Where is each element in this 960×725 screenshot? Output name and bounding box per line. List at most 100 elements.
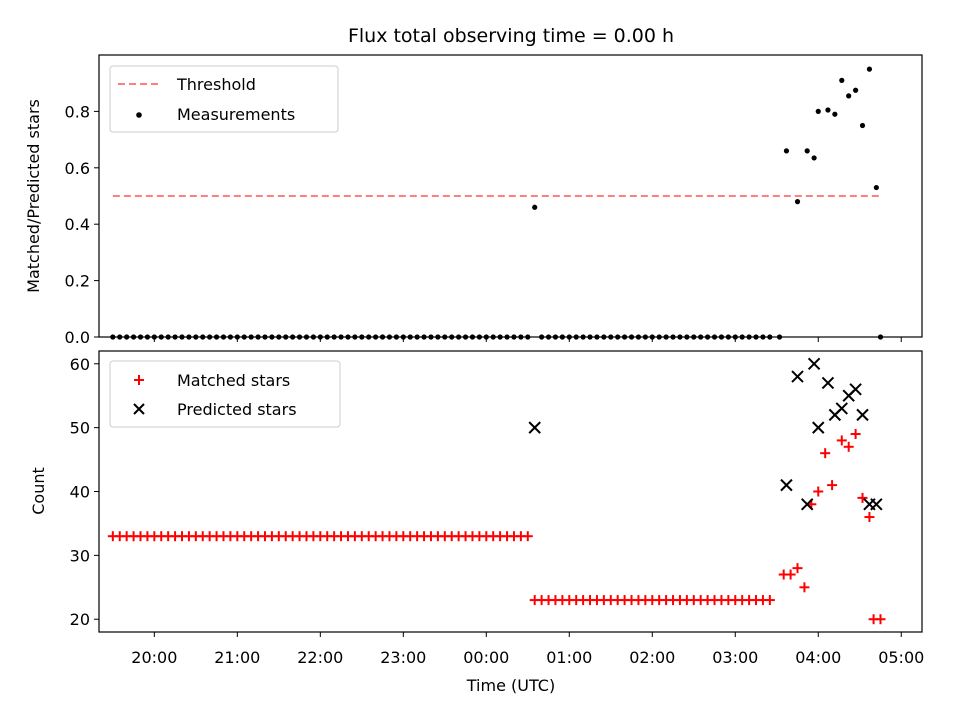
bottom-y-tick-label: 20 xyxy=(70,610,90,629)
measurement-point xyxy=(718,334,725,340)
measurement-point xyxy=(207,334,213,340)
threshold-legend-label: Threshold xyxy=(176,75,256,94)
bottom-y-tick-label: 40 xyxy=(70,483,90,502)
x-tick-label: 00:00 xyxy=(463,648,509,667)
measurements-legend-label: Measurements xyxy=(177,105,295,124)
measurement-point xyxy=(186,334,192,340)
predicted-stars-point xyxy=(528,421,541,434)
measurement-point xyxy=(846,93,852,99)
measurement-point xyxy=(421,334,427,340)
measurement-point xyxy=(866,66,873,72)
measurement-point xyxy=(635,334,642,340)
measurement-point xyxy=(760,334,766,340)
x-tick-label: 22:00 xyxy=(297,648,343,667)
measurement-point xyxy=(303,334,310,340)
predicted-stars-point xyxy=(791,370,804,383)
measurement-point xyxy=(628,334,635,340)
top-legend-box xyxy=(109,65,339,133)
measurement-point xyxy=(290,334,296,340)
top-panel-frame xyxy=(98,54,923,338)
predicted-stars-point xyxy=(849,383,862,396)
x-axis-label: Time (UTC) xyxy=(466,676,555,695)
x-tick-label: 01:00 xyxy=(546,648,592,667)
measurement-point xyxy=(352,334,358,340)
measurement-point xyxy=(130,334,137,340)
predicted-stars-point xyxy=(780,478,793,492)
measurement-point xyxy=(825,107,831,113)
measurement-point xyxy=(670,334,676,340)
matched-stars-point xyxy=(799,582,810,593)
matched-stars-point xyxy=(843,441,854,452)
measurement-point xyxy=(476,334,482,340)
measurement-point xyxy=(366,334,372,340)
top-y-tick-label: 0.6 xyxy=(65,159,90,178)
bottom-y-tick-label: 60 xyxy=(70,355,90,374)
x-tick-label: 20:00 xyxy=(131,648,177,667)
measurement-point xyxy=(276,334,282,340)
bottom-y-tick-label: 50 xyxy=(70,419,90,438)
measurement-point xyxy=(739,334,745,340)
measurement-point xyxy=(137,334,144,340)
top-y-tick-label: 0.0 xyxy=(65,328,90,347)
measurement-point xyxy=(504,334,510,340)
measurement-point xyxy=(794,199,801,205)
measurement-point xyxy=(179,334,185,340)
measurement-point xyxy=(783,148,790,154)
measurement-point xyxy=(532,204,538,210)
chart-title: Flux total observing time = 0.00 h xyxy=(348,25,674,47)
matched-stars-legend-label: Matched stars xyxy=(177,371,290,390)
measurement-point xyxy=(338,334,344,340)
measurement-point xyxy=(213,334,220,340)
measurement-point xyxy=(815,108,821,114)
measurement-point xyxy=(117,334,123,340)
matched-stars-point xyxy=(875,614,886,625)
x-tick-label: 05:00 xyxy=(878,648,924,667)
matched-stars-point xyxy=(857,492,868,503)
predicted-stars-point xyxy=(821,376,835,390)
measurement-point xyxy=(525,334,531,340)
measurement-point xyxy=(172,334,178,340)
matched-stars-point xyxy=(785,569,796,580)
measurement-point xyxy=(732,334,738,340)
top-y-axis-label: Matched/Predicted stars xyxy=(24,99,43,293)
measurement-point xyxy=(511,334,517,340)
measurement-point xyxy=(559,334,565,340)
measurement-point xyxy=(386,334,393,340)
measurement-point xyxy=(462,334,469,340)
top-y-tick-label: 0.8 xyxy=(65,102,90,121)
measurement-point xyxy=(393,334,399,340)
matched-stars-point xyxy=(850,429,861,440)
measurement-point xyxy=(262,334,268,340)
bottom-y-axis-label: Count xyxy=(29,467,48,515)
measurement-point xyxy=(753,334,759,340)
matched-stars-point xyxy=(764,595,775,606)
measurement-point xyxy=(283,334,289,340)
measurement-point xyxy=(573,334,579,340)
measurement-point xyxy=(649,334,655,340)
predicted-stars-legend-swatch xyxy=(133,403,145,415)
predicted-stars-point xyxy=(835,402,848,415)
measurement-point xyxy=(804,148,810,154)
matched-stars-point xyxy=(820,448,831,459)
measurement-point xyxy=(193,334,199,340)
measurement-point xyxy=(317,334,323,340)
measurement-point xyxy=(839,77,845,83)
measurement-point xyxy=(414,334,420,340)
measurement-point xyxy=(227,334,234,340)
measurement-point xyxy=(379,334,386,340)
x-tick-label: 23:00 xyxy=(380,648,426,667)
measurement-point xyxy=(331,334,337,340)
measurement-point xyxy=(677,334,683,340)
measurement-point xyxy=(594,334,600,340)
bottom-legend-box xyxy=(109,360,341,428)
measurement-point xyxy=(110,334,116,340)
measurement-point xyxy=(853,87,859,93)
measurement-point xyxy=(539,334,545,340)
measurement-point xyxy=(400,334,406,340)
predicted-stars-point xyxy=(812,421,825,434)
measurement-point xyxy=(442,334,448,340)
predicted-stars-point xyxy=(856,408,869,422)
bottom-legend: Matched stars Predicted stars xyxy=(109,360,341,428)
measurement-point xyxy=(776,334,783,340)
matched-stars-point xyxy=(836,435,847,446)
